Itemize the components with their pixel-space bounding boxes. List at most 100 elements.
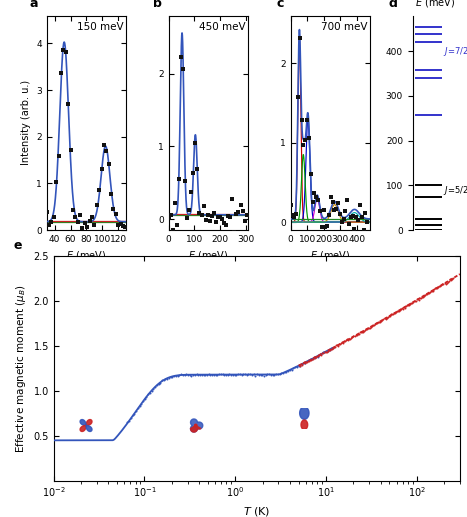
Point [136,402,143,410]
Point [297,360,304,368]
Point [387,309,395,317]
Point [313,352,321,360]
Point [375,318,382,327]
Point [60,45,67,54]
Point [449,275,457,283]
Point [426,288,434,296]
Point [219,370,226,378]
Point [328,344,335,353]
Point [421,291,429,299]
Point [155,380,163,388]
Point [320,348,327,357]
Point [415,296,422,304]
Point [162,375,169,383]
Point [222,371,230,379]
Point [300,141,307,149]
Point [293,362,301,371]
Point [45,221,53,229]
Point [398,303,406,312]
Point [264,370,271,378]
Point [220,219,228,227]
Point [320,206,327,215]
Point [408,299,415,307]
Point [328,345,335,353]
Point [170,372,178,380]
Point [353,331,361,339]
Point [365,229,373,237]
Point [440,280,447,288]
Point [245,370,252,378]
Point [213,371,221,379]
Point [368,322,376,330]
Point [201,371,209,379]
Point [428,286,436,295]
Point [394,307,402,315]
Point [289,211,296,220]
Point [110,205,117,213]
Point [321,348,328,356]
Point [165,214,172,222]
Point [351,224,358,233]
Point [281,368,289,376]
Point [286,366,294,374]
Point [390,309,397,317]
Point [300,358,308,366]
Point [406,301,413,309]
Point [431,285,438,293]
Point [329,344,337,352]
Point [208,371,216,379]
Point [305,357,313,366]
Point [427,286,435,295]
Point [250,370,257,378]
Point [191,139,199,147]
Point [143,393,150,401]
Point [395,307,403,315]
Point [312,193,320,201]
Point [269,371,276,379]
Point [196,209,203,217]
Point [363,325,371,333]
Point [177,53,185,61]
Point [93,201,100,209]
Point [186,371,193,379]
Point [194,165,201,173]
Point [305,356,313,364]
Point [226,212,234,221]
Point [217,370,225,378]
Point [305,133,313,142]
Point [247,370,254,378]
Point [84,223,91,231]
Point [165,374,173,382]
Point [257,371,264,379]
Point [422,290,430,298]
Point [316,351,323,359]
Point [62,48,70,56]
Point [114,221,122,229]
Point [352,331,359,339]
Point [318,351,325,359]
Point [200,202,207,210]
Point [177,370,185,378]
Point [98,164,105,173]
Point [373,320,380,328]
Point [122,223,129,231]
Point [234,370,242,378]
Point [354,329,361,338]
Point [363,218,371,226]
Point [425,288,433,297]
Point [225,212,232,220]
Point [361,326,368,334]
Point [259,371,266,379]
Point [342,336,350,344]
Polygon shape [80,425,86,432]
Point [356,201,364,209]
Point [71,212,79,221]
Point [196,371,204,379]
Point [392,308,400,316]
Point [227,371,235,379]
Text: 450 meV: 450 meV [199,22,246,32]
Point [277,369,285,377]
Point [188,188,195,196]
Point [309,198,316,206]
Point [349,333,356,341]
